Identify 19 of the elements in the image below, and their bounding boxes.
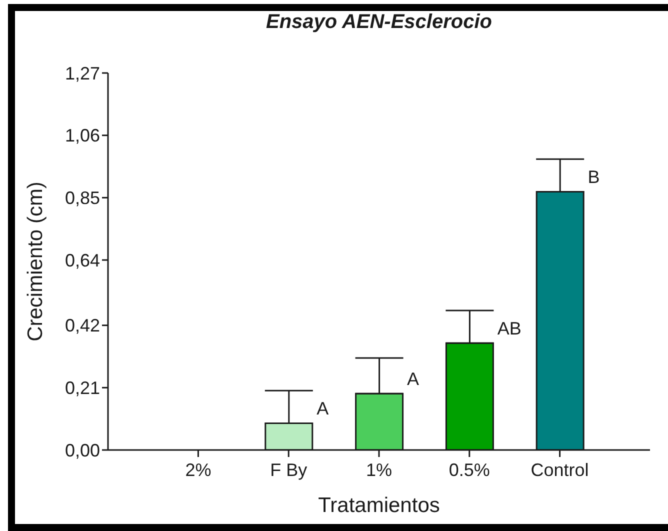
- annotation: B: [588, 166, 600, 187]
- y-tick-label: 1,06: [64, 126, 100, 146]
- chart-title: Ensayo AEN-Esclerocio: [264, 10, 493, 34]
- y-tick-label: 0,00: [64, 440, 100, 460]
- x-tick-label: Control: [530, 460, 589, 480]
- x-tick-label: F By: [270, 460, 308, 480]
- x-axis-title: Tratamientos: [318, 494, 440, 516]
- x-tick-label: 1%: [366, 460, 392, 480]
- x-tick-label: 0.5%: [448, 460, 490, 480]
- x-tick-label: 2%: [185, 460, 212, 480]
- y-tick-label: 0,64: [64, 250, 100, 270]
- y-tick-label: 0,42: [64, 316, 100, 336]
- y-tick-label: 0,85: [64, 188, 100, 208]
- y-tick-label: 1,27: [64, 63, 100, 84]
- y-axis-title: Crecimiento (cm): [24, 182, 46, 342]
- annotation: AB: [497, 318, 522, 338]
- annotation: A: [407, 368, 420, 389]
- y-tick-label: 0,21: [64, 378, 100, 398]
- annotation: A: [316, 398, 329, 418]
